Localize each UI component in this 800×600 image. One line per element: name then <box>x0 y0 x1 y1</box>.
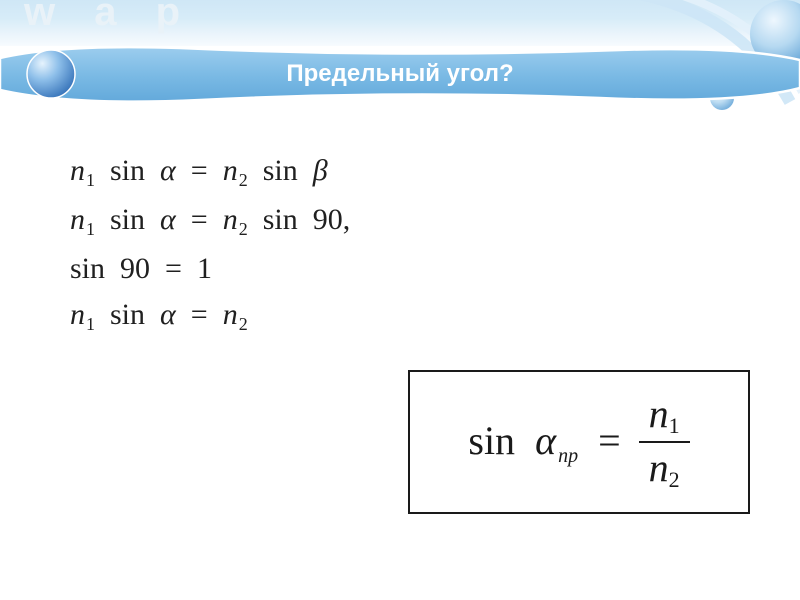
equation-line-2: n1 sin α = n2 sin 90, <box>70 205 350 238</box>
result-formula-box: sin αпр = n1 n2 <box>408 370 750 514</box>
fraction-bar <box>639 441 690 443</box>
equation-line-3: sin 90 = 1 <box>70 254 350 284</box>
formula-block: n1 sin α = n2 sin β n1 sin α = n2 sin 90… <box>70 140 350 349</box>
page-title: Предельный угол? <box>0 44 800 104</box>
fraction: n1 n2 <box>639 393 690 491</box>
equation-line-4: n1 sin α = n2 <box>70 300 350 333</box>
watermark-text: w a p <box>24 0 194 35</box>
equation-line-1: n1 sin α = n2 sin β <box>70 156 350 189</box>
result-formula: sin αпр = n1 n2 <box>468 393 689 491</box>
slide: w a p <box>0 0 800 600</box>
title-banner: Предельный угол? <box>0 44 800 104</box>
left-sphere-icon <box>26 49 76 99</box>
